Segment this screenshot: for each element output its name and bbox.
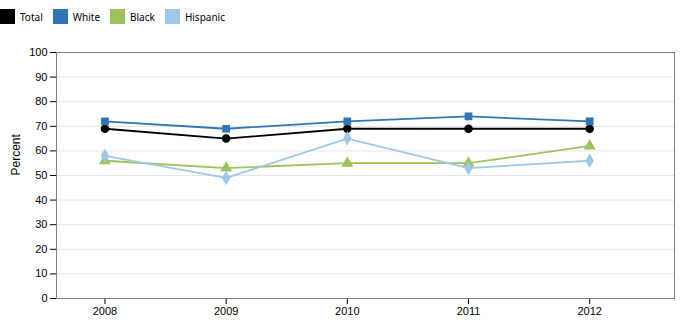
svg-text:2010: 2010 [335,305,359,317]
svg-text:100: 100 [29,46,47,58]
html-text:Total: Total [20,9,43,24]
svg-text:0: 0 [41,292,47,304]
html-text:Black: Black [130,9,155,24]
svg-text:70: 70 [35,120,47,132]
svg-text:90: 90 [35,71,47,83]
svg-text:30: 30 [35,218,47,230]
svg-text:80: 80 [35,95,47,107]
svg-text:40: 40 [35,194,47,206]
svg-text:20: 20 [35,243,47,255]
svg-text:Percent: Percent [9,133,23,175]
svg-text:2011: 2011 [457,305,481,317]
svg-text:2009: 2009 [214,305,238,317]
svg-text:2008: 2008 [93,305,117,317]
svg-text:2012: 2012 [577,305,601,317]
html-text:White: White [72,9,100,24]
html-text:Hispanic: Hispanic [184,9,225,24]
svg-text:60: 60 [35,144,47,156]
svg-text:50: 50 [35,169,47,181]
svg-text:10: 10 [35,267,47,279]
